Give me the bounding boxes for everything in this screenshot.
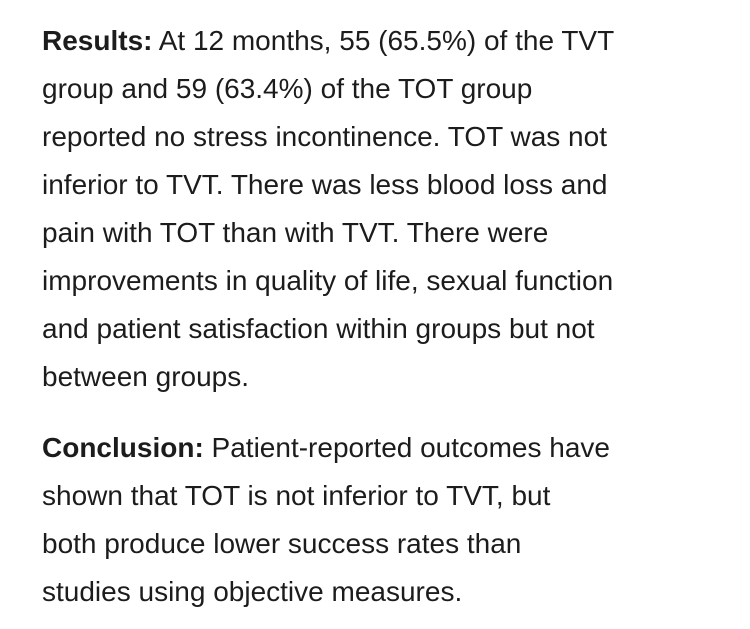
text-line: reported no stress incontinence. TOT was… bbox=[42, 120, 607, 154]
body-text: between groups. bbox=[42, 361, 250, 392]
body-text: group and 59 (63.4%) of the TOT group bbox=[42, 73, 533, 104]
body-text: Patient-reported outcomes have bbox=[211, 432, 610, 463]
body-text: improvements in quality of life, sexual … bbox=[42, 265, 614, 296]
text-line: studies using objective measures. bbox=[42, 575, 462, 609]
text-line: pain with TOT than with TVT. There were bbox=[42, 216, 548, 250]
body-text: shown that TOT is not inferior to TVT, b… bbox=[42, 480, 551, 511]
section-label: Conclusion: bbox=[42, 432, 204, 463]
body-text: studies using objective measures. bbox=[42, 576, 463, 607]
body-text: pain with TOT than with TVT. There were bbox=[42, 217, 549, 248]
text-line: and patient satisfaction within groups b… bbox=[42, 312, 595, 346]
section-label: Results: bbox=[42, 25, 153, 56]
body-text: and patient satisfaction within groups b… bbox=[42, 313, 595, 344]
body-text: inferior to TVT. There was less blood lo… bbox=[42, 169, 608, 200]
body-text: both produce lower success rates than bbox=[42, 528, 522, 559]
body-text: reported no stress incontinence. TOT was… bbox=[42, 121, 607, 152]
text-line: shown that TOT is not inferior to TVT, b… bbox=[42, 479, 550, 513]
text-line: Results: At 12 months, 55 (65.5%) of the… bbox=[42, 24, 614, 58]
body-text: At 12 months, 55 (65.5%) of the TVT bbox=[158, 25, 615, 56]
text-line: improvements in quality of life, sexual … bbox=[42, 264, 613, 298]
text-line: inferior to TVT. There was less blood lo… bbox=[42, 168, 607, 202]
text-line: Conclusion: Patient-reported outcomes ha… bbox=[42, 431, 610, 465]
text-line: both produce lower success rates than bbox=[42, 527, 521, 561]
text-line: between groups. bbox=[42, 360, 249, 394]
text-line: group and 59 (63.4%) of the TOT group bbox=[42, 72, 532, 106]
